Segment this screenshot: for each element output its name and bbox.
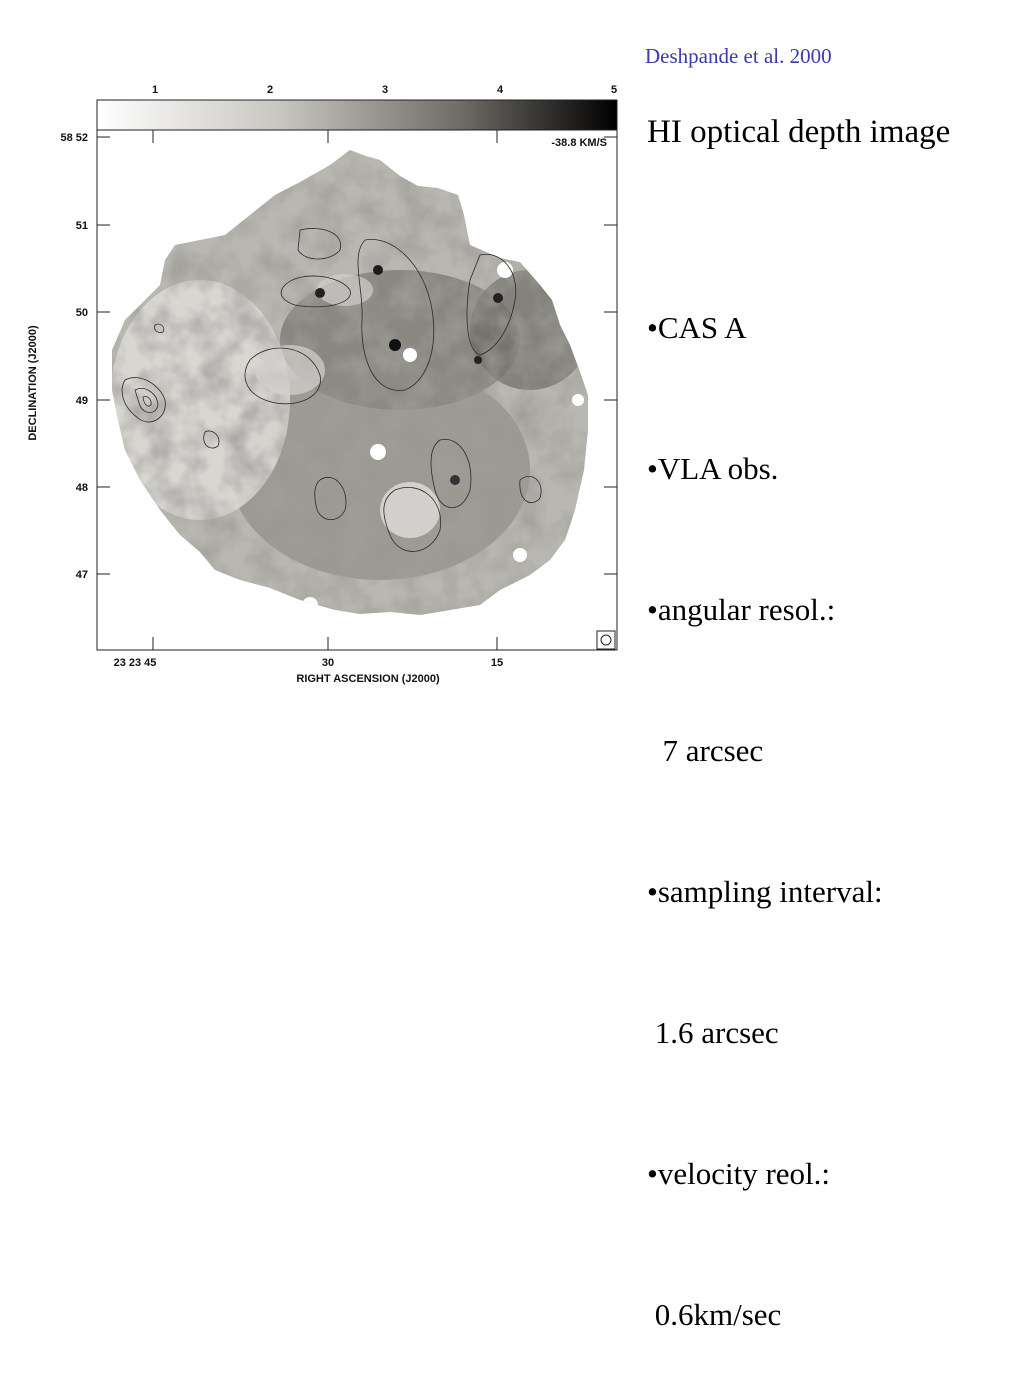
circle-beam-icon — [596, 630, 616, 650]
x-tick-label: 23 23 45 — [114, 657, 157, 669]
y-tick-label: 58 52 — [60, 132, 88, 144]
y-tick-label: 49 — [76, 395, 88, 407]
bullet-item: 1.6 arcsec — [647, 1015, 779, 1050]
colorbar — [96, 99, 618, 131]
y-axis-label: DECLINATION (J2000) — [27, 325, 39, 441]
colorbar-tick-label: 4 — [497, 84, 504, 96]
colorbar-tick-label: 1 — [152, 84, 158, 96]
bullet-item: •CAS A — [647, 310, 747, 345]
citation: Deshpande et al. 2000 — [645, 44, 832, 68]
x-axis-label: RIGHT ASCENSION (J2000) — [296, 673, 440, 685]
y-axis-ticks — [97, 136, 617, 575]
y-tick-label: 51 — [76, 220, 88, 232]
colorbar-tick-label: 5 — [611, 84, 617, 96]
y-tick-label: 47 — [76, 569, 88, 581]
contour-lines — [121, 228, 542, 552]
bullet-item: 7 arcsec — [647, 733, 764, 768]
slide-title: HI optical depth image — [647, 114, 951, 150]
y-tick-label: 48 — [76, 482, 88, 494]
bullet-item: •angular resol.: — [647, 592, 836, 627]
colorbar-tick-label: 2 — [267, 84, 273, 96]
bullet-list: •CAS A •VLA obs. •angular resol.: 7 arcs… — [647, 210, 883, 1385]
x-axis-ticks — [152, 130, 498, 650]
velocity-label: -38.8 KM/S — [551, 137, 607, 149]
x-tick-label: 15 — [491, 657, 503, 669]
bullet-item: 0.6km/sec — [647, 1297, 782, 1332]
optical-depth-figure: 1 2 3 4 5 — [27, 84, 618, 685]
x-tick-label: 30 — [322, 657, 334, 669]
bullet-item: •VLA obs. — [647, 451, 779, 486]
y-tick-label: 50 — [76, 307, 88, 319]
bullet-item: •sampling interval: — [647, 874, 883, 909]
bullet-item: •velocity reol.: — [647, 1156, 831, 1191]
colorbar-tick-label: 3 — [382, 84, 388, 96]
